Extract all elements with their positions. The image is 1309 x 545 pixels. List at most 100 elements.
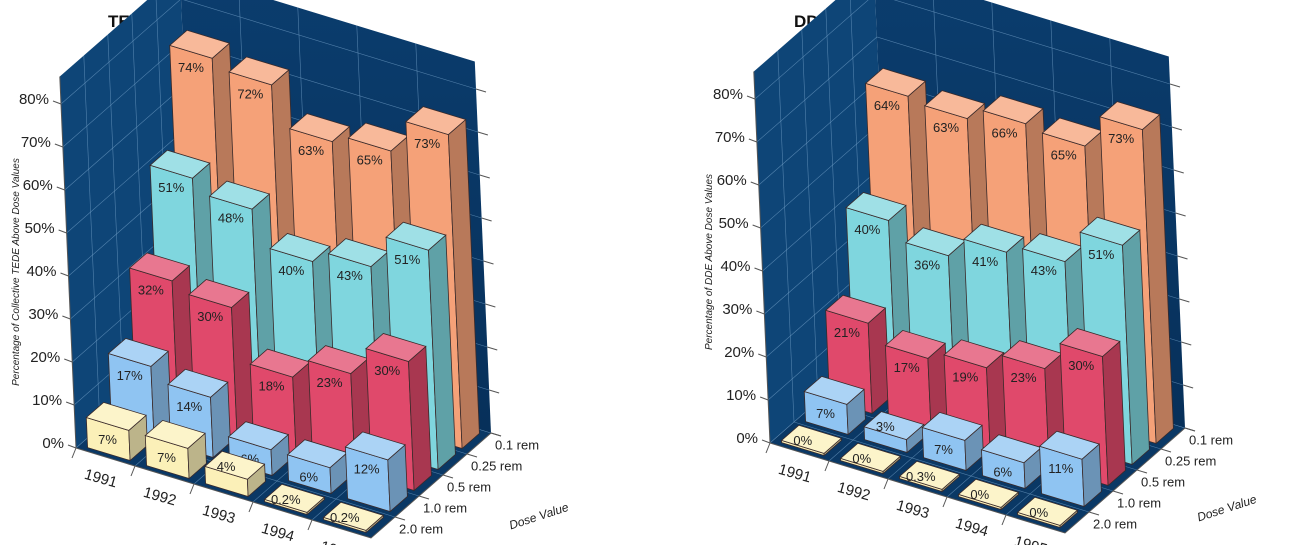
y-tick-right xyxy=(477,131,489,136)
data-label: 65% xyxy=(357,153,383,168)
data-label: 3% xyxy=(876,419,895,434)
bar-top xyxy=(144,419,206,449)
bar-top xyxy=(288,113,351,143)
data-label: 0.2% xyxy=(330,510,360,525)
y-tick-right xyxy=(1179,298,1190,303)
y-tick xyxy=(56,186,65,191)
bar: 7% xyxy=(803,375,866,436)
bar-top xyxy=(957,478,1020,508)
x-tick xyxy=(130,465,136,477)
data-label: 0.3% xyxy=(906,469,936,484)
bar-top xyxy=(863,411,925,441)
y-tick xyxy=(748,138,758,143)
y-tick xyxy=(65,401,75,406)
y-tick-label: 80% xyxy=(713,86,743,103)
y-tick-label: 60% xyxy=(23,177,53,194)
x-tick-label: 1991 xyxy=(776,461,813,487)
y-tick-label: 30% xyxy=(722,301,752,318)
data-label: 14% xyxy=(176,399,202,414)
data-label: 17% xyxy=(894,360,920,375)
dde-chart: DDE Percentage of DDE Above Dose Values … xyxy=(704,0,1259,545)
bar-top xyxy=(168,29,231,59)
y-tick xyxy=(62,315,71,320)
y-tick-right xyxy=(1182,384,1194,389)
x-tick-label: 1992 xyxy=(141,484,178,510)
bar-top xyxy=(228,56,290,86)
y-tick xyxy=(60,272,69,277)
depth-tick xyxy=(1184,427,1196,432)
data-label: 43% xyxy=(337,268,363,283)
data-label: 63% xyxy=(933,120,959,135)
bar: 0% xyxy=(839,442,902,475)
data-label: 4% xyxy=(217,459,236,474)
bar-top xyxy=(982,95,1044,125)
gridline xyxy=(83,55,101,428)
bar-top xyxy=(1079,216,1141,246)
tede-chart: TEDE Percentage of Collective TEDE Above… xyxy=(11,0,571,545)
data-label: 17% xyxy=(117,368,143,383)
bar-top xyxy=(780,424,843,454)
gridline xyxy=(756,36,1172,143)
bar-top xyxy=(1099,101,1161,131)
bar-top xyxy=(322,501,385,531)
gridline xyxy=(60,0,477,105)
bar: 11% xyxy=(1038,430,1102,508)
depth-tick xyxy=(442,474,454,479)
bar-top xyxy=(923,90,986,120)
y-tick xyxy=(761,439,771,444)
x-tick-label: 1993 xyxy=(200,502,237,528)
data-label: 73% xyxy=(414,136,440,151)
y-tick-label: 40% xyxy=(26,263,56,280)
data-label: 40% xyxy=(278,263,304,278)
data-label: 51% xyxy=(1088,247,1114,262)
y-tick-right xyxy=(488,389,500,394)
bar-top xyxy=(188,279,250,308)
bar-top xyxy=(227,421,290,451)
bar-top xyxy=(963,223,1025,253)
x-tick xyxy=(307,519,313,531)
bar-top xyxy=(1059,328,1121,357)
depth-tick xyxy=(1160,448,1172,453)
y-tick-label: 20% xyxy=(724,344,754,361)
y-tick-label: 60% xyxy=(717,172,747,189)
bar-top xyxy=(1016,496,1079,526)
depth-tick xyxy=(466,453,478,458)
depth-tick xyxy=(394,516,406,521)
data-label: 7% xyxy=(98,432,117,447)
y-tick xyxy=(52,100,62,105)
y-tick-right xyxy=(1171,126,1183,131)
depth-tick xyxy=(1112,490,1124,495)
data-label: 30% xyxy=(1068,358,1094,373)
depth-tick-label: 0.5 rem xyxy=(447,480,491,495)
y-tick-label: 10% xyxy=(32,392,62,409)
x-tick xyxy=(189,483,195,495)
x-tick-label: 1992 xyxy=(835,479,872,505)
bar-top xyxy=(365,333,427,362)
bar-top xyxy=(385,221,447,251)
y-tick-label: 30% xyxy=(28,306,58,323)
data-label: 32% xyxy=(138,282,164,297)
y-tick xyxy=(758,353,767,358)
y-tick xyxy=(64,358,73,363)
data-label: 7% xyxy=(934,442,953,457)
y-axis-label: Percentage of Collective TEDE Above Dose… xyxy=(11,158,22,386)
y-tick xyxy=(54,143,64,148)
y-tick-right xyxy=(1181,341,1192,346)
y-tick xyxy=(754,267,763,272)
y-tick xyxy=(746,95,756,100)
bar: 6% xyxy=(286,439,349,495)
bar: 7% xyxy=(85,401,148,462)
bar-top xyxy=(344,431,406,461)
depth-axis-label: Dose Value xyxy=(507,500,570,532)
data-label: 0% xyxy=(970,487,989,502)
x-tick xyxy=(942,496,948,508)
data-label: 65% xyxy=(1051,148,1077,163)
data-label: 66% xyxy=(991,125,1017,140)
y-tick-label: 70% xyxy=(715,129,745,146)
depth-tick-label: 0.25 rem xyxy=(471,459,522,474)
axis-edge xyxy=(59,76,492,539)
data-label: 6% xyxy=(299,469,318,484)
data-label: 36% xyxy=(914,257,940,272)
bar-top xyxy=(149,149,211,179)
